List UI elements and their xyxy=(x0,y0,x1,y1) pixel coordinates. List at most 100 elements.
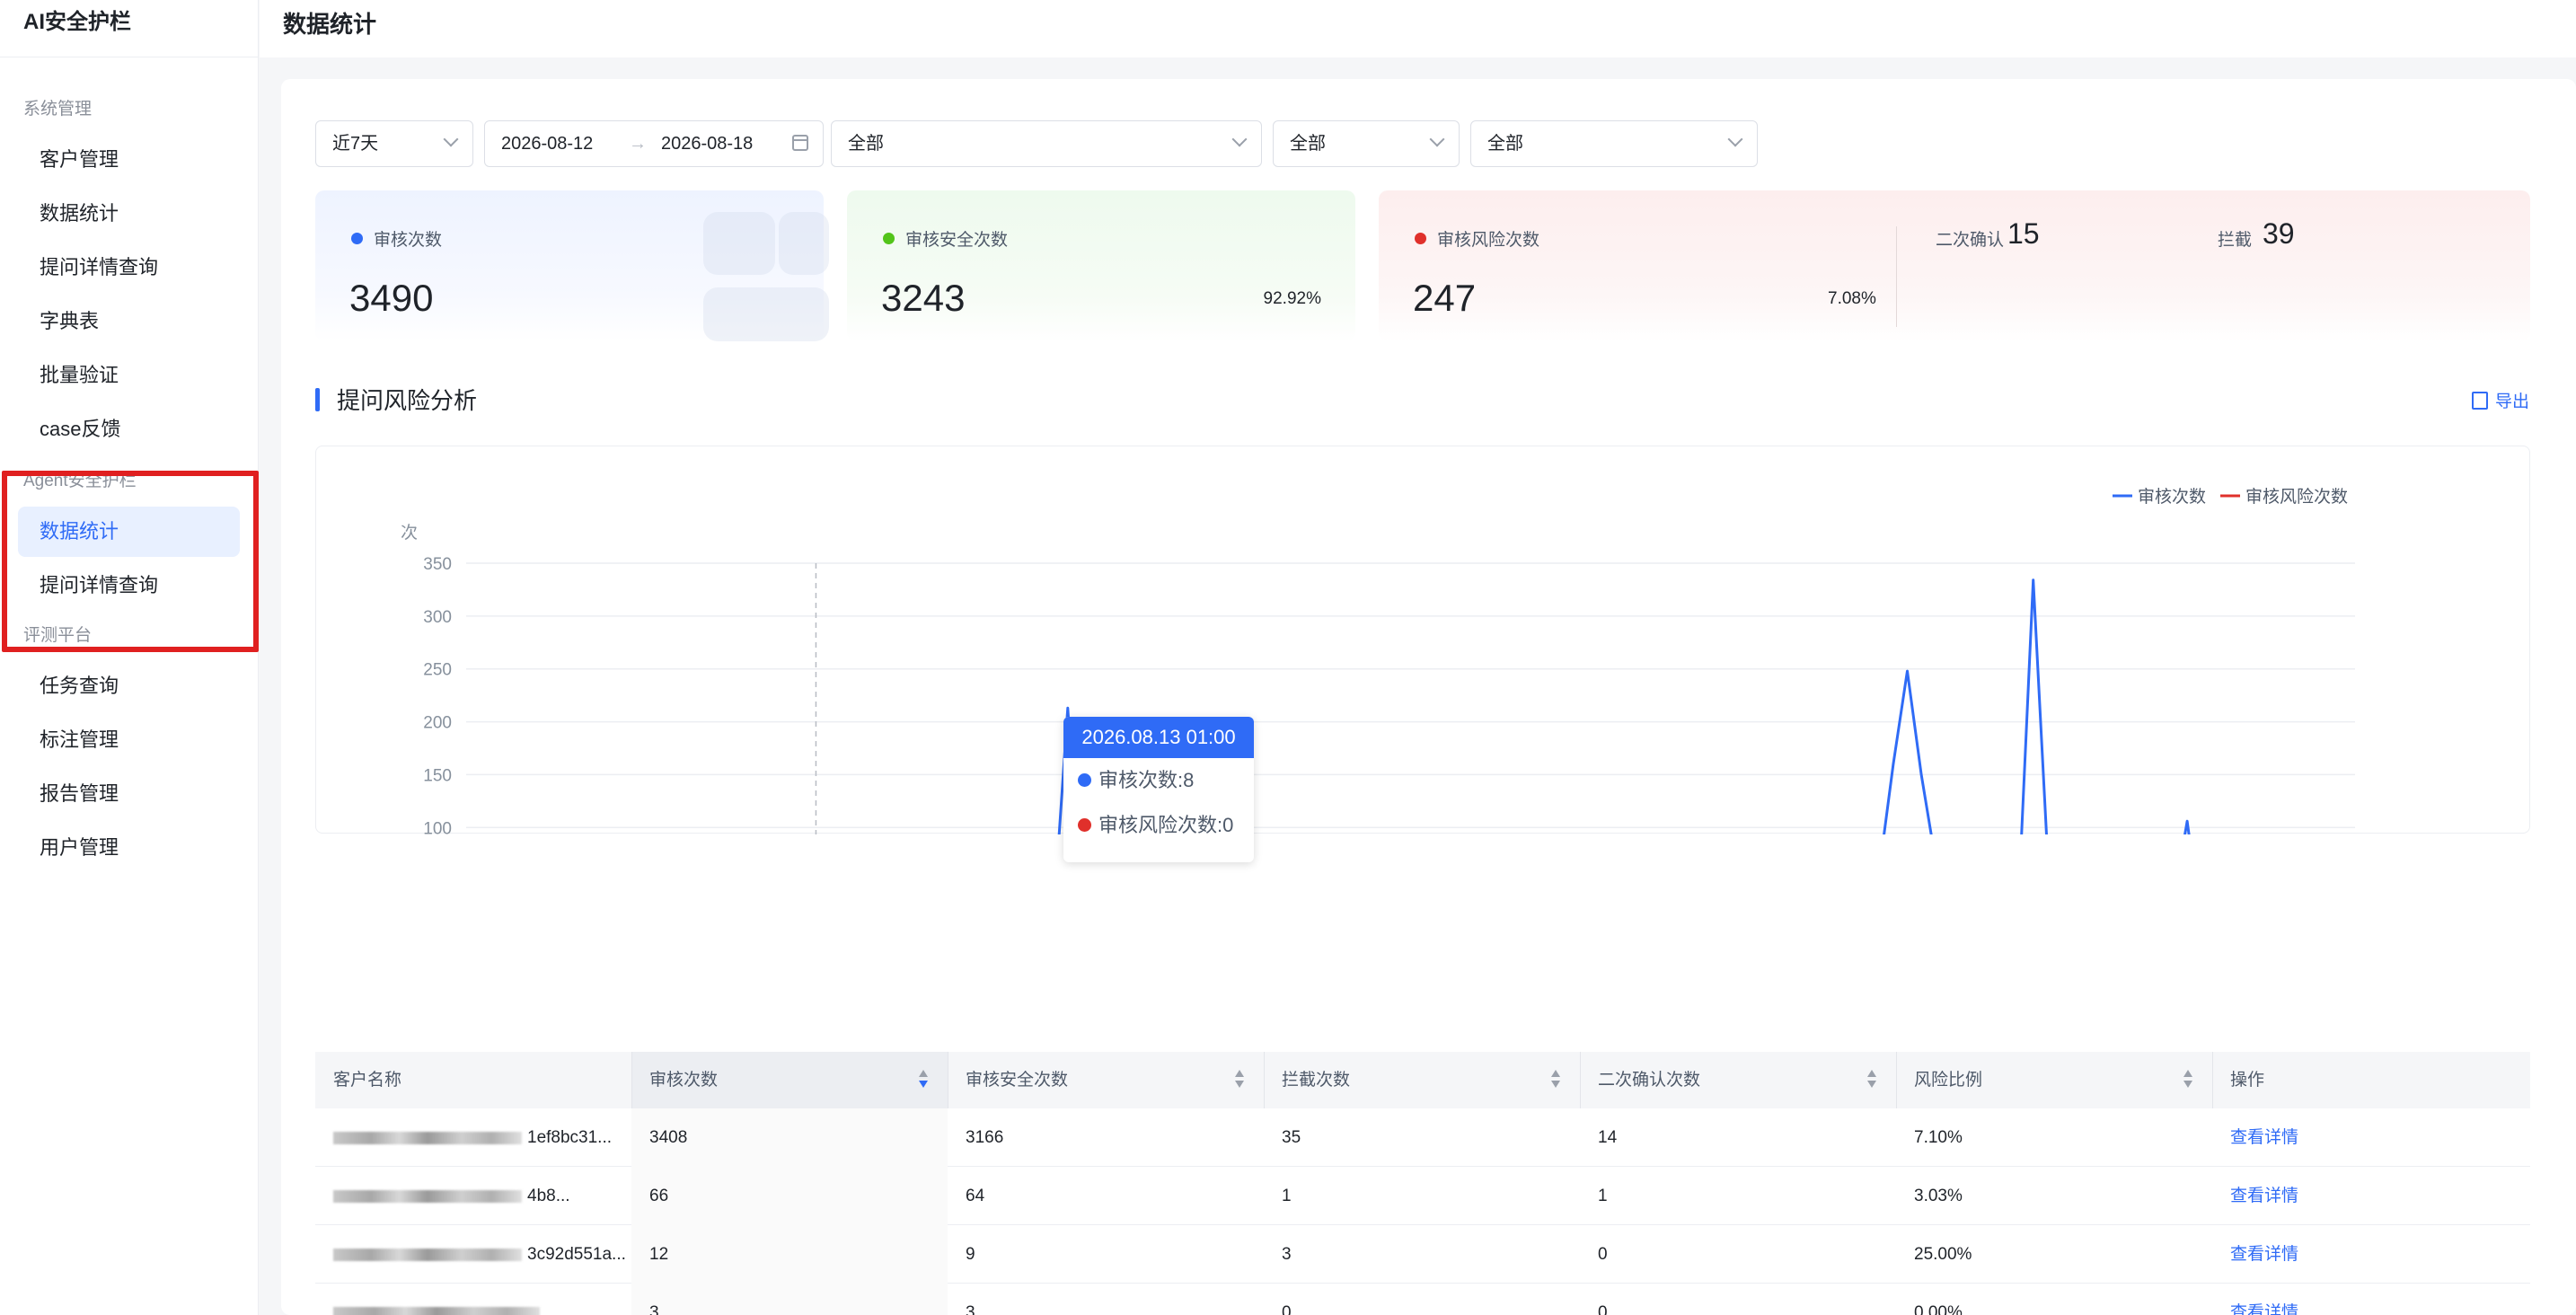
sort-icon[interactable] xyxy=(1549,1070,1562,1091)
view-detail-cell: 查看详情 xyxy=(2212,1284,2530,1315)
stat-label-total: 审核次数 xyxy=(351,226,442,251)
tooltip-row-total: 审核次数:8 xyxy=(1063,758,1254,803)
column-separator xyxy=(1264,1052,1265,1108)
table-header-label: 二次确认次数 xyxy=(1598,1071,1701,1090)
view-detail-cell: 查看详情 xyxy=(2212,1225,2530,1284)
calendar-icon xyxy=(792,135,808,151)
second-confirm-value: 15 xyxy=(2007,217,2040,250)
red-dot-icon xyxy=(1415,233,1426,245)
sidebar-item-report[interactable]: 报告管理 xyxy=(40,782,119,805)
card-decoration xyxy=(779,212,829,275)
sort-icon[interactable] xyxy=(1866,1070,1878,1091)
filter-select-2-value: 全部 xyxy=(1290,134,1326,154)
sort-icon[interactable] xyxy=(1233,1070,1246,1091)
redacted-name-blur xyxy=(333,1306,540,1315)
column-separator xyxy=(631,1052,632,1108)
stat-label-safe: 审核安全次数 xyxy=(883,226,1008,251)
filter-select-3-value: 全部 xyxy=(1487,134,1523,154)
table-header: 客户名称 审核次数 审核安全次数 拦截次数 二次确认次数 风险比例 操作 xyxy=(315,1052,2530,1108)
sidebar-item-query-detail[interactable]: 提问详情查询 xyxy=(40,256,159,278)
column-separator xyxy=(1580,1052,1581,1108)
stat-card-safe: 审核安全次数 3243 92.92% xyxy=(847,190,1355,341)
sidebar-item-dictionary[interactable]: 字典表 xyxy=(40,310,100,332)
sidebar-item-agent-stats[interactable]: 数据统计 xyxy=(18,507,240,557)
table-header-cell: 客户名称 xyxy=(315,1052,631,1108)
table-header-label: 风险比例 xyxy=(1914,1071,1983,1090)
sort-icon[interactable] xyxy=(917,1070,930,1091)
table-cell-text: 1ef8bc31... xyxy=(527,1128,613,1147)
view-detail-link[interactable]: 查看详情 xyxy=(2230,1245,2299,1264)
redacted-name-blur xyxy=(333,1189,522,1203)
blue-dot-icon xyxy=(1078,772,1091,787)
tooltip-row-risk: 审核风险次数:0 xyxy=(1063,803,1254,848)
sidebar-item-task-query[interactable]: 任务查询 xyxy=(40,675,119,697)
nav-group-label-agent: Agent安全护栏 xyxy=(23,472,137,490)
y-tick-label: 100 xyxy=(423,819,452,834)
y-axis-label: 次 xyxy=(401,523,418,543)
table-cell-text: 3.03% xyxy=(1914,1187,1963,1205)
table-cell: 3166 xyxy=(948,1108,1264,1167)
table-cell: 14 xyxy=(1580,1108,1896,1167)
view-detail-link[interactable]: 查看详情 xyxy=(2230,1187,2299,1205)
table-cell-text: 0 xyxy=(1282,1303,1292,1315)
table-cell: 1 xyxy=(1264,1167,1580,1225)
table-cell: 25.00% xyxy=(1896,1225,2212,1284)
table-cell: 0 xyxy=(1264,1284,1580,1315)
filter-select-3[interactable]: 全部 xyxy=(1470,120,1758,167)
y-tick-label: 300 xyxy=(423,608,452,627)
risk-line-chart[interactable]: 050100150200250300350次2026.08.12 00:0020… xyxy=(316,446,2531,834)
export-button[interactable]: 导出 xyxy=(2471,388,2529,412)
filter-select-2[interactable]: 全部 xyxy=(1273,120,1460,167)
range-select[interactable]: 近7天 xyxy=(315,120,473,167)
table-row: 3c92d551a... 12 9 3 0 25.00% 查看详情 xyxy=(315,1225,2530,1284)
sidebar-item-stats[interactable]: 数据统计 xyxy=(40,202,119,225)
table-header-cell[interactable]: 风险比例 xyxy=(1896,1052,2212,1108)
view-detail-cell: 查看详情 xyxy=(2212,1108,2530,1167)
range-select-value: 近7天 xyxy=(332,134,379,154)
date-range-picker[interactable]: 2026-08-12 → 2026-08-18 xyxy=(484,120,824,167)
filter-select-1[interactable]: 全部 xyxy=(831,120,1262,167)
table-cell-text: 0.00% xyxy=(1914,1303,1963,1315)
table-row: 4b8... 66 64 1 1 3.03% 查看详情 xyxy=(315,1167,2530,1225)
sidebar-item-customer[interactable]: 客户管理 xyxy=(40,148,119,171)
table-cell: 4b8... xyxy=(315,1167,631,1225)
table-cell: 64 xyxy=(948,1167,1264,1225)
card-decoration xyxy=(703,287,829,341)
view-detail-link[interactable]: 查看详情 xyxy=(2230,1128,2299,1147)
date-separator: → xyxy=(629,134,647,154)
table-cell-text: 3166 xyxy=(966,1128,1004,1147)
view-detail-cell: 查看详情 xyxy=(2212,1167,2530,1225)
sort-icon[interactable] xyxy=(2182,1070,2194,1091)
table-cell-text: 9 xyxy=(966,1245,975,1264)
table-cell: 3 xyxy=(1264,1225,1580,1284)
table-cell: 7.10% xyxy=(1896,1108,2212,1167)
sidebar-item-case-feedback[interactable]: case反馈 xyxy=(40,418,121,440)
table-header-label: 审核安全次数 xyxy=(966,1071,1069,1090)
column-separator xyxy=(2212,1052,2213,1108)
sidebar-item-annotation[interactable]: 标注管理 xyxy=(40,728,119,751)
main-content: 近7天 2026-08-12 → 2026-08-18 全部 全部 全部 审核次… xyxy=(281,79,2576,1315)
sidebar-item-agent-query-detail[interactable]: 提问详情查询 xyxy=(40,574,159,596)
customer-table: 客户名称 审核次数 审核安全次数 拦截次数 二次确认次数 风险比例 操作 1ef8bc31.… xyxy=(315,1052,2530,1315)
chevron-down-icon xyxy=(1231,131,1248,147)
y-tick-label: 200 xyxy=(423,714,452,733)
chart-card: 050100150200250300350次2026.08.12 00:0020… xyxy=(315,446,2530,834)
table-header-cell[interactable]: 审核安全次数 xyxy=(948,1052,1264,1108)
table-cell: 3.03% xyxy=(1896,1167,2212,1225)
card-divider xyxy=(1896,226,1897,327)
table-header-cell[interactable]: 二次确认次数 xyxy=(1580,1052,1896,1108)
second-confirm-label: 二次确认 xyxy=(1936,231,2005,250)
card-decoration xyxy=(703,212,775,275)
table-cell: 3c92d551a... xyxy=(315,1225,631,1284)
y-tick-label: 150 xyxy=(423,766,452,785)
table-header-cell[interactable]: 审核次数 xyxy=(631,1052,948,1108)
redacted-name-blur xyxy=(333,1248,522,1261)
sidebar-item-batch-verify[interactable]: 批量验证 xyxy=(40,364,119,386)
view-detail-link[interactable]: 查看详情 xyxy=(2230,1303,2299,1315)
table-header-cell[interactable]: 拦截次数 xyxy=(1264,1052,1580,1108)
table-cell: 3 xyxy=(948,1284,1264,1315)
table-cell-text: 64 xyxy=(966,1187,985,1205)
table-cell-text: 3 xyxy=(966,1303,975,1315)
table-header-label: 拦截次数 xyxy=(1282,1071,1351,1090)
sidebar-item-users[interactable]: 用户管理 xyxy=(40,836,119,859)
